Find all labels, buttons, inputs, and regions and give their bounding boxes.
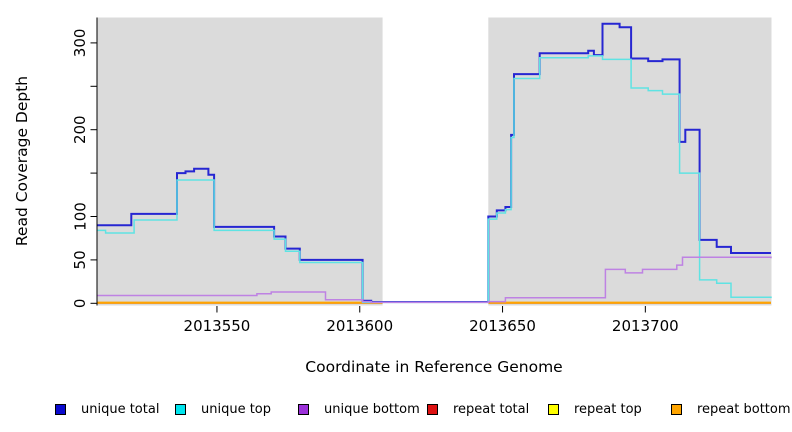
y-tick-label: 100	[71, 202, 89, 231]
legend-label-unique-bottom: unique bottom	[324, 401, 420, 417]
x-axis-title: Coordinate in Reference Genome	[305, 358, 562, 376]
series-unique-bottom	[97, 256, 772, 304]
legend-swatch-repeat-bottom	[671, 403, 682, 415]
y-tick-label: 0	[71, 299, 89, 309]
y-tick-label: 50	[71, 250, 89, 269]
legend-item-unique-top: unique top	[175, 399, 271, 419]
x-tick-label: 2013650	[469, 317, 536, 335]
legend-swatch-unique-top	[175, 403, 186, 415]
legend-swatch-repeat-total	[427, 403, 438, 415]
legend-label-repeat-total: repeat total	[453, 401, 530, 417]
x-tick-label: 2013550	[184, 317, 251, 335]
legend-label-unique-total: unique total	[81, 401, 160, 417]
x-tick-label: 2013600	[326, 317, 393, 335]
legend-swatch-unique-bottom	[298, 403, 309, 415]
gap-region	[382, 17, 489, 306]
legend: unique total unique top unique bottom repea…	[0, 399, 792, 423]
legend-swatch-unique-total	[55, 403, 66, 415]
legend-item-unique-bottom: unique bottom	[298, 399, 420, 419]
legend-label-repeat-bottom: repeat bottom	[697, 401, 791, 417]
x-tick-label: 2013700	[612, 317, 679, 335]
legend-item-repeat-total: repeat total	[427, 399, 529, 419]
legend-label-unique-top: unique top	[201, 401, 272, 417]
y-tick-label: 200	[71, 115, 89, 144]
legend-item-unique-total: unique total	[55, 399, 159, 419]
y-axis-title: Read Coverage Depth	[13, 76, 31, 246]
legend-item-repeat-bottom: repeat bottom	[671, 399, 791, 419]
legend-swatch-repeat-top	[548, 403, 559, 415]
series-unique-top	[97, 55, 772, 304]
legend-label-repeat-top: repeat top	[574, 401, 642, 417]
legend-item-repeat-top: repeat top	[548, 399, 642, 419]
y-tick-label: 300	[71, 29, 89, 58]
